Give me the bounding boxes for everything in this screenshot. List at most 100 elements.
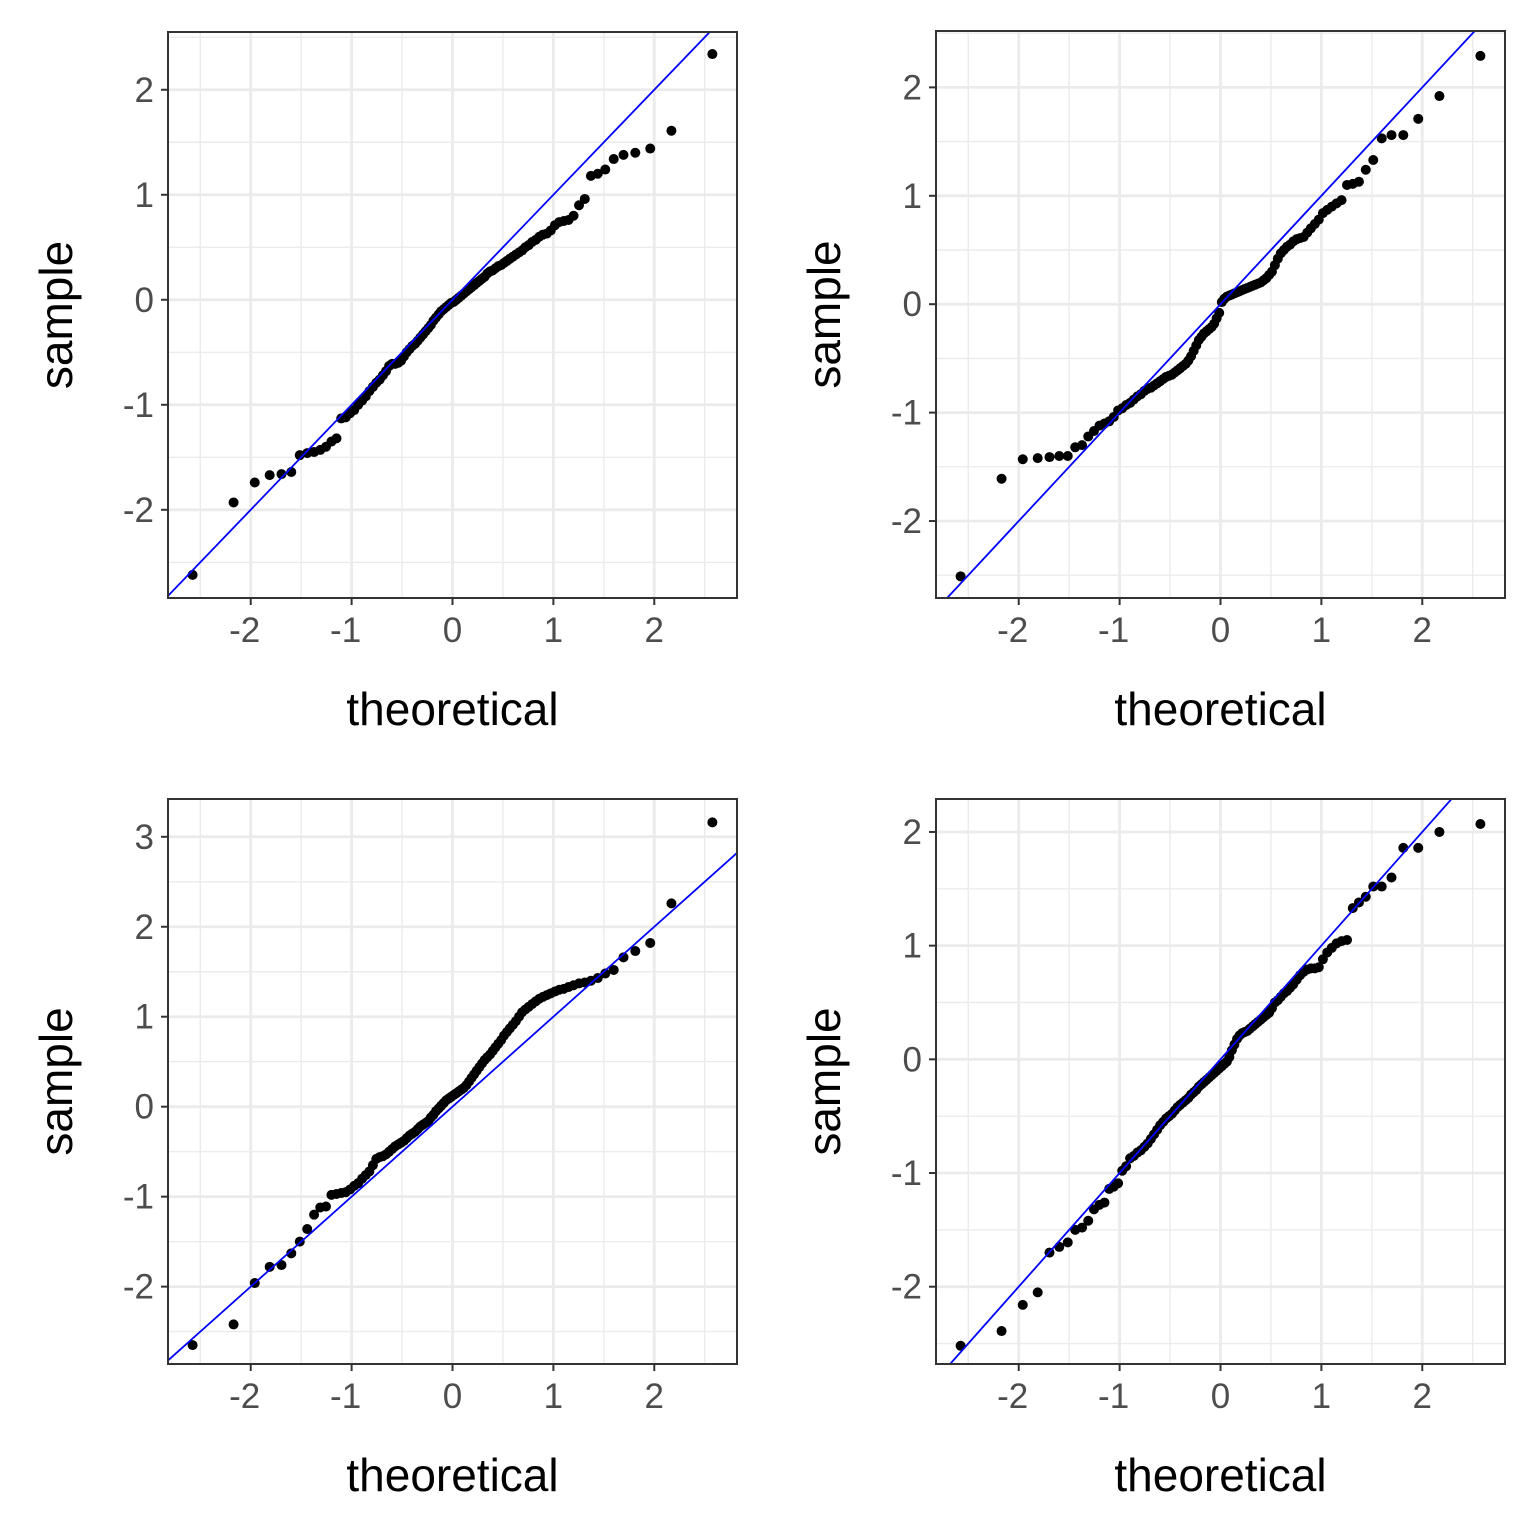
qq-panel-3: -2 -1 0 1 2 -2 -1 0 1 2 3 theoretical sample — [30, 798, 738, 1501]
data-point — [1077, 440, 1088, 451]
x-tick-label: 2 — [645, 611, 664, 650]
data-point — [1368, 155, 1379, 166]
data-point — [1360, 164, 1371, 175]
data-point — [996, 473, 1007, 484]
x-tick-label: -2 — [997, 611, 1028, 650]
data-point — [1054, 1241, 1065, 1252]
data-point — [666, 125, 677, 136]
y-tick-label: 1 — [135, 176, 154, 215]
data-point — [276, 469, 287, 480]
y-tick-label: 1 — [903, 177, 922, 216]
data-points — [187, 817, 718, 1351]
x-tick-label: 1 — [544, 611, 563, 650]
x-tick-label: 2 — [645, 1377, 664, 1416]
x-axis-title: theoretical — [346, 1449, 558, 1501]
data-point — [1017, 454, 1028, 465]
y-tick-label: 0 — [903, 285, 922, 324]
data-point — [264, 470, 275, 481]
y-tick-label: 0 — [903, 1040, 922, 1079]
data-point — [608, 154, 619, 165]
data-point — [645, 937, 656, 948]
y-tick-label: -2 — [891, 502, 922, 541]
x-tick-label: -2 — [229, 1377, 260, 1416]
data-point — [1032, 1287, 1043, 1298]
data-point — [1017, 1299, 1028, 1310]
y-tick-label: 0 — [135, 281, 154, 320]
qq-panel-2: -2 -1 0 1 2 -2 -1 0 1 2 theoretical sample — [798, 30, 1506, 735]
reference-line — [168, 852, 737, 1362]
x-tick-label: 0 — [443, 1377, 462, 1416]
data-point — [320, 1201, 331, 1212]
data-point — [331, 433, 342, 444]
data-point — [1113, 1178, 1124, 1189]
x-tick-label: -1 — [1098, 611, 1129, 650]
reference-line — [948, 799, 1453, 1364]
x-axis-title: theoretical — [346, 683, 558, 735]
data-point — [608, 964, 619, 975]
data-point — [996, 1326, 1007, 1337]
data-point — [1342, 934, 1353, 945]
data-point — [1376, 133, 1387, 144]
data-point — [1475, 50, 1486, 61]
panel-border — [935, 30, 1506, 599]
data-point — [187, 1340, 198, 1351]
data-point — [568, 210, 579, 221]
x-tick-label: -2 — [997, 1377, 1028, 1416]
y-axis-title: sample — [798, 240, 850, 388]
y-tick-label: 3 — [135, 818, 154, 857]
data-point — [1376, 881, 1387, 892]
y-tick-label: -2 — [891, 1268, 922, 1307]
data-point — [955, 571, 966, 582]
reference-line — [945, 31, 1476, 598]
x-tick-label: 1 — [544, 1377, 563, 1416]
data-point — [574, 200, 585, 211]
y-tick-label: -2 — [123, 491, 154, 530]
data-point — [1353, 176, 1364, 187]
y-tick-label: 2 — [135, 908, 154, 947]
y-tick-label: 2 — [135, 71, 154, 110]
data-point — [1398, 130, 1409, 141]
data-point — [630, 946, 641, 957]
reference-line — [168, 32, 712, 597]
y-tick-label: -1 — [891, 394, 922, 433]
data-point — [1398, 842, 1409, 853]
data-point — [1386, 872, 1397, 883]
data-point — [1386, 130, 1397, 141]
data-point — [228, 1319, 239, 1330]
data-point — [1044, 452, 1055, 463]
data-point — [579, 193, 590, 204]
data-point — [600, 968, 611, 979]
panel-border — [167, 798, 738, 1365]
x-tick-label: -1 — [330, 611, 361, 650]
x-tick-label: 2 — [1413, 611, 1432, 650]
data-point — [1099, 1197, 1110, 1208]
data-point — [1313, 962, 1324, 973]
data-point — [1054, 450, 1065, 461]
qq-panel-4: -2 -1 0 1 2 -2 -1 0 1 2 theoretical sample — [798, 798, 1506, 1501]
data-point — [1214, 307, 1225, 318]
y-tick-label: -2 — [123, 1268, 154, 1307]
y-axis-title: sample — [30, 1007, 82, 1155]
x-tick-label: -1 — [330, 1377, 361, 1416]
data-point — [286, 1248, 297, 1259]
x-tick-label: -1 — [1098, 1377, 1129, 1416]
x-axis-title: theoretical — [1114, 1449, 1326, 1501]
data-points — [955, 50, 1486, 582]
y-tick-label: 2 — [903, 68, 922, 107]
x-tick-label: 1 — [1312, 611, 1331, 650]
data-point — [630, 147, 641, 158]
y-axis-title: sample — [798, 1007, 850, 1155]
panel-border — [935, 798, 1506, 1365]
data-point — [1083, 1215, 1094, 1226]
data-point — [618, 952, 629, 963]
y-tick-label: -1 — [891, 1154, 922, 1193]
data-point — [618, 149, 629, 160]
data-point — [1434, 826, 1445, 837]
y-tick-label: 2 — [903, 813, 922, 852]
data-point — [1062, 1237, 1073, 1248]
data-point — [1032, 453, 1043, 464]
data-point — [1336, 195, 1347, 206]
data-point — [309, 1209, 320, 1220]
